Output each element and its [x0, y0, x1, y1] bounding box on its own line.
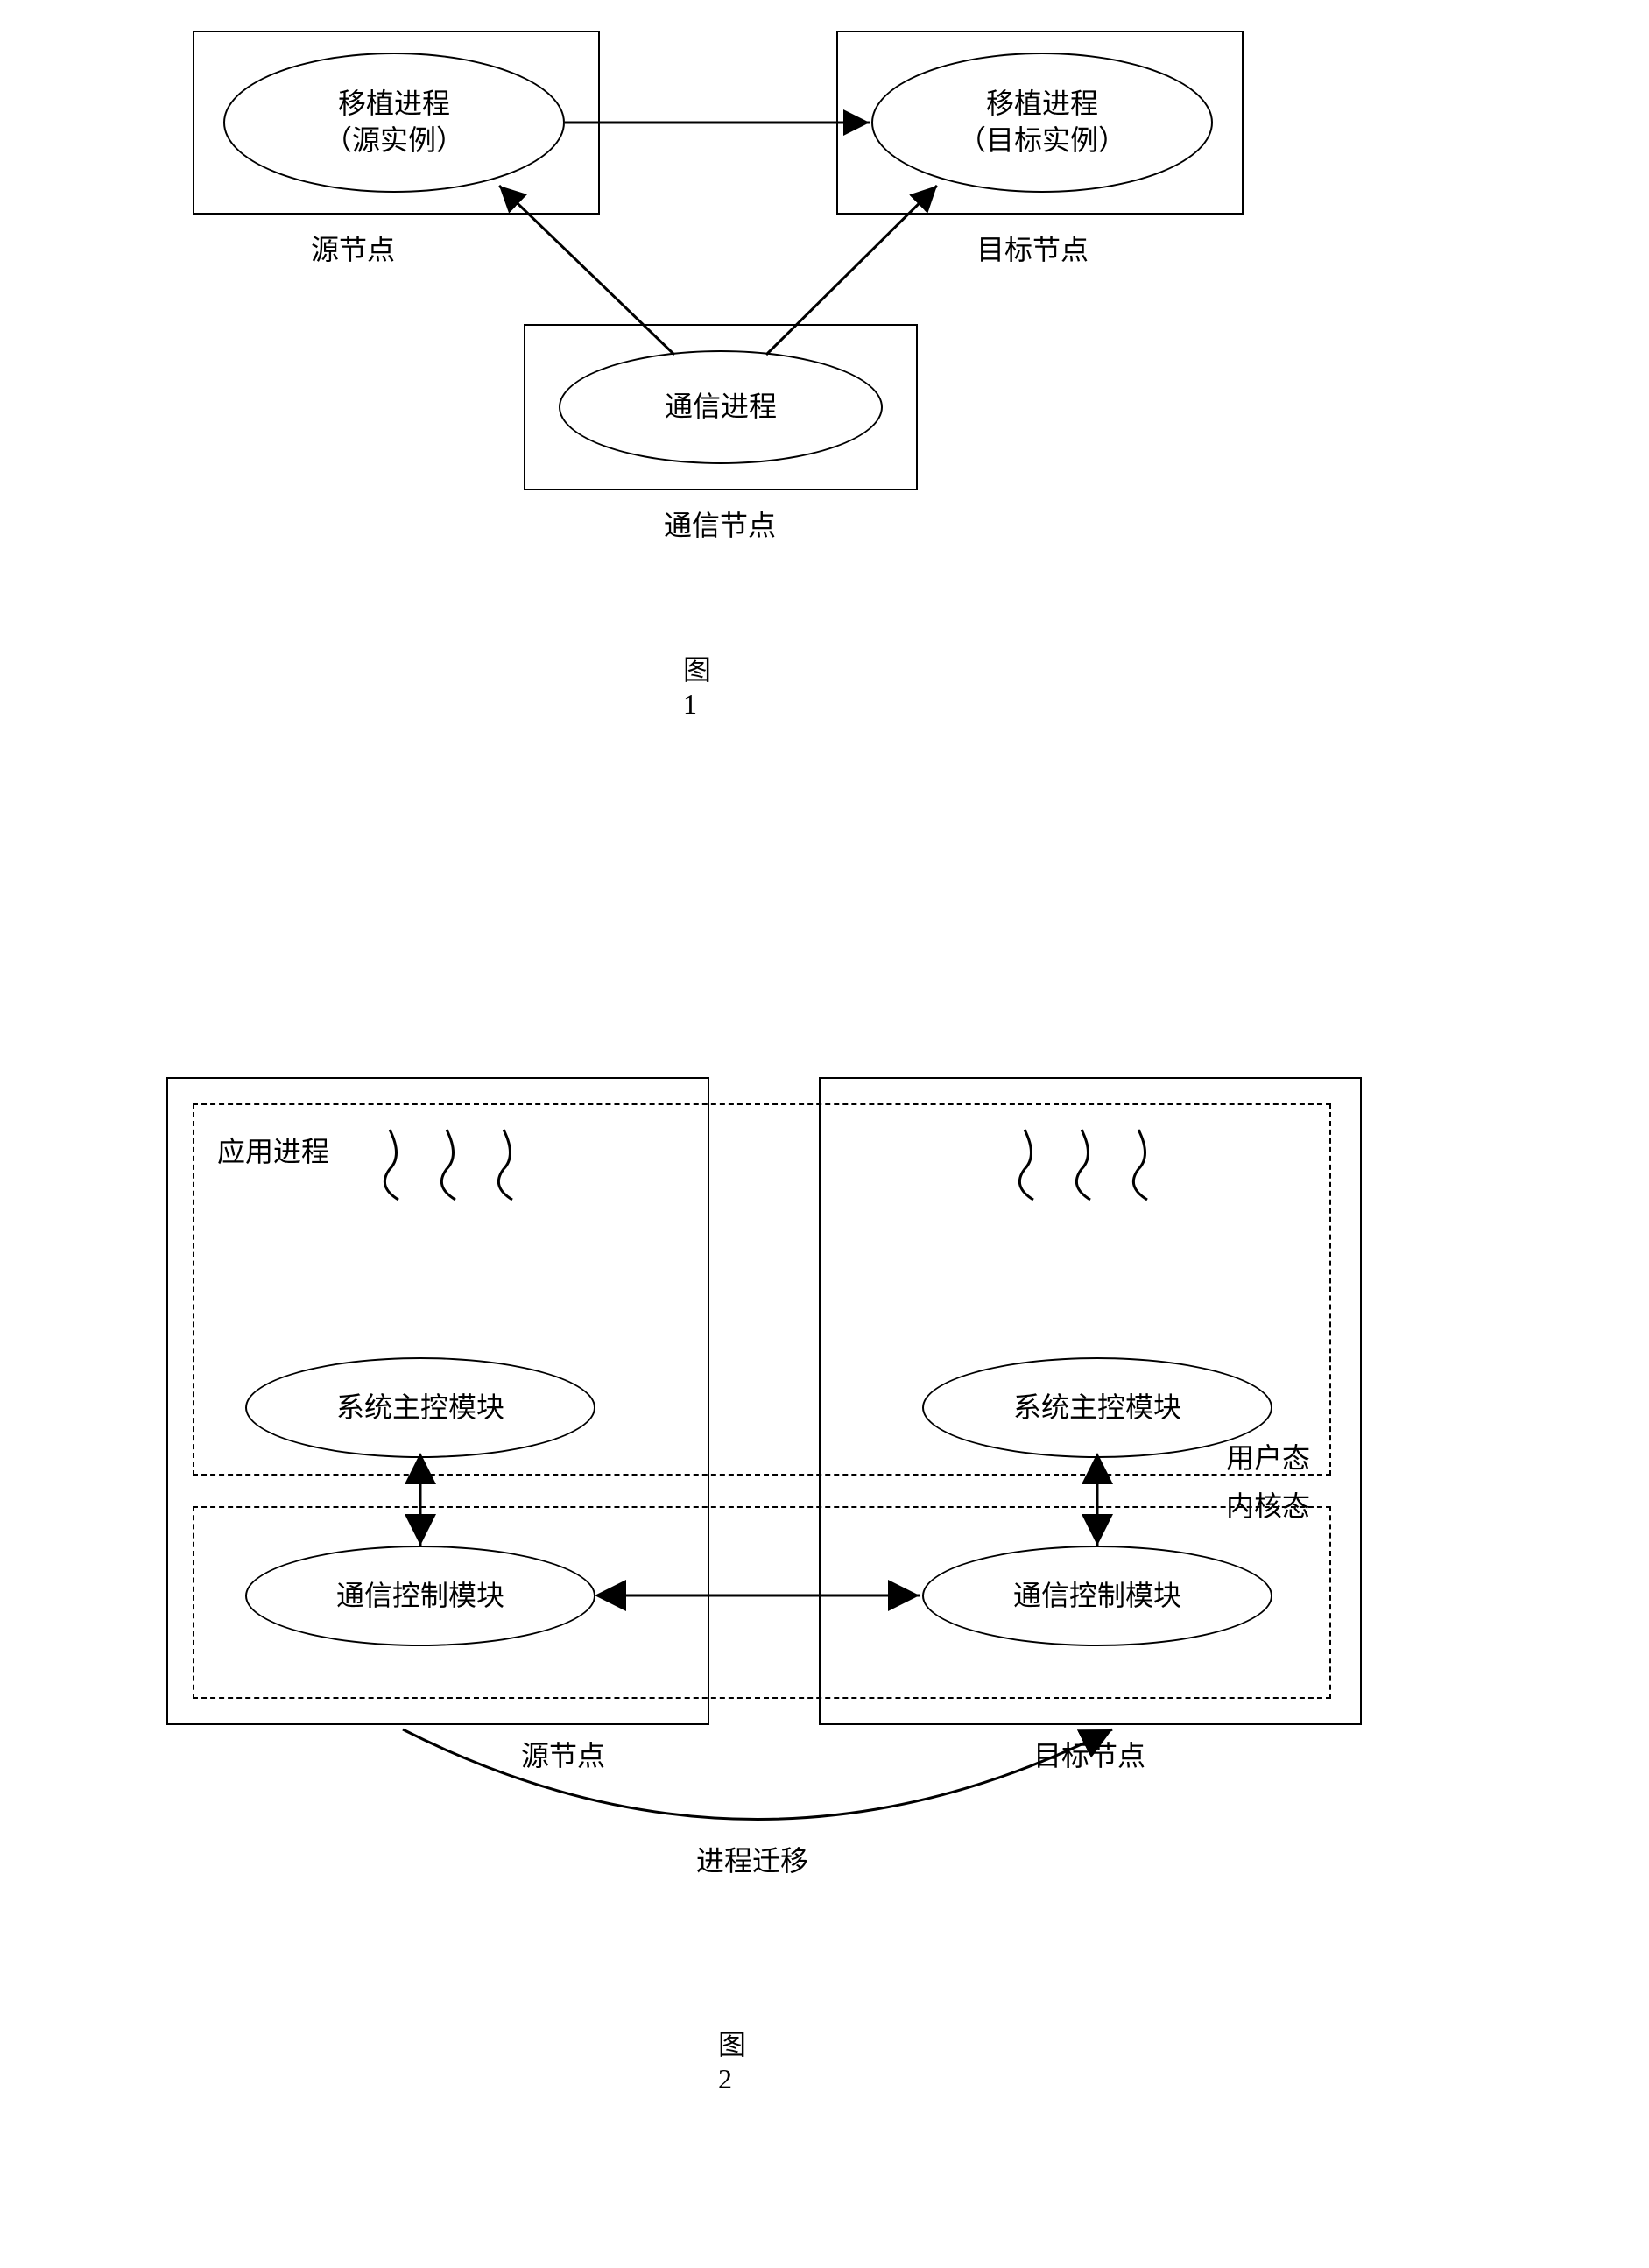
- migration-arc: [403, 1729, 1112, 1820]
- migration-label: 进程迁移: [696, 1839, 808, 1879]
- fig2-arrows: [0, 0, 1489, 2014]
- figure2-caption: 图 2: [718, 2023, 746, 2095]
